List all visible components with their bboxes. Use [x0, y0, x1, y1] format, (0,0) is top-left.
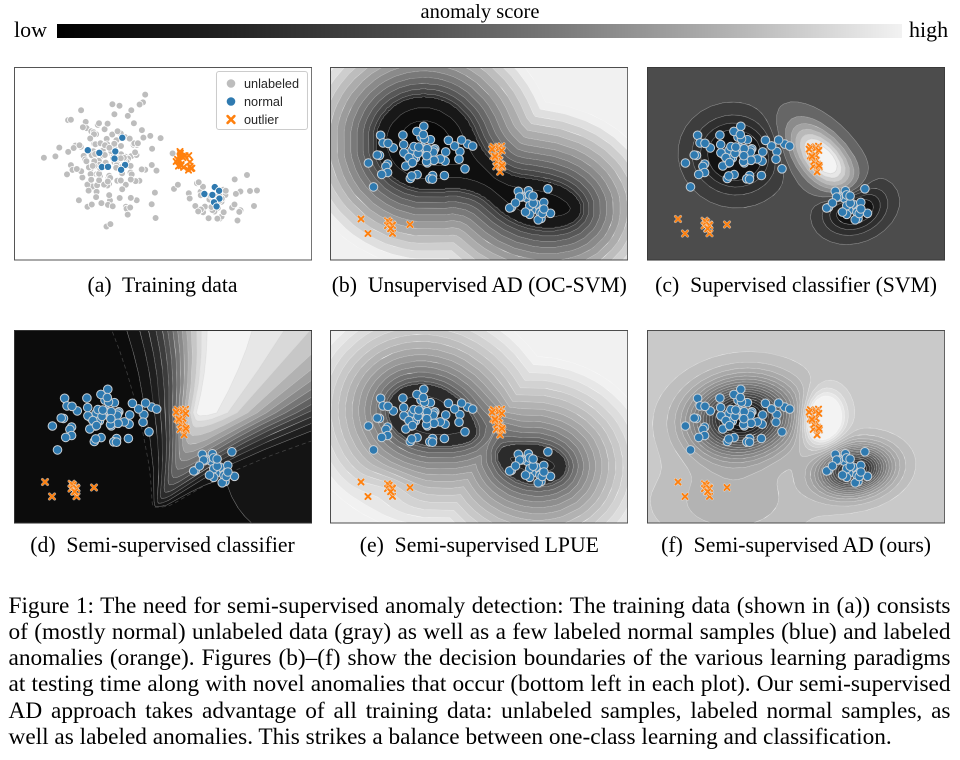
svg-text:unlabeled: unlabeled	[243, 77, 298, 91]
svg-text:normal: normal	[243, 95, 282, 109]
svg-text:outlier: outlier	[243, 113, 278, 127]
